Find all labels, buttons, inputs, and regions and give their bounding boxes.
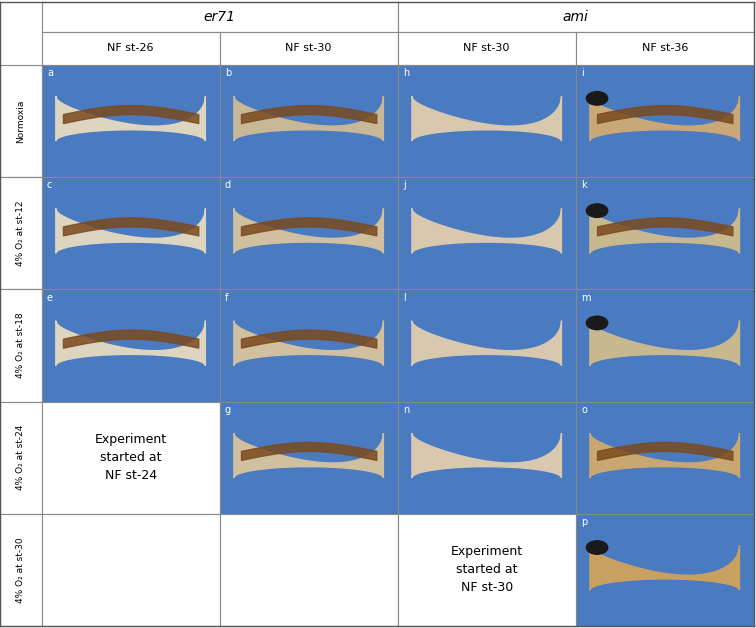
Polygon shape [412, 208, 562, 253]
Polygon shape [590, 545, 739, 590]
Text: j: j [403, 180, 406, 190]
Text: l: l [403, 293, 406, 303]
Text: NF st-30: NF st-30 [463, 43, 510, 53]
Polygon shape [234, 208, 383, 253]
Text: 4% O₂ at st-24: 4% O₂ at st-24 [17, 425, 25, 490]
Text: m: m [581, 293, 590, 303]
Text: k: k [581, 180, 587, 190]
Polygon shape [590, 321, 739, 365]
Text: n: n [403, 405, 409, 415]
Text: er71: er71 [203, 10, 236, 24]
Text: 4% O₂ at st-30: 4% O₂ at st-30 [17, 537, 25, 603]
Text: NF st-36: NF st-36 [642, 43, 688, 53]
Polygon shape [56, 96, 206, 141]
Text: o: o [581, 405, 587, 415]
Polygon shape [590, 208, 739, 253]
Circle shape [587, 204, 608, 217]
Text: g: g [225, 405, 231, 415]
Polygon shape [234, 96, 383, 141]
Text: ami: ami [562, 10, 589, 24]
Circle shape [587, 92, 608, 105]
Circle shape [587, 317, 608, 330]
Polygon shape [412, 96, 562, 141]
Polygon shape [234, 433, 383, 478]
Text: h: h [403, 68, 409, 78]
Text: Experiment
started at
NF st-24: Experiment started at NF st-24 [94, 433, 166, 482]
Text: NF st-26: NF st-26 [107, 43, 154, 53]
Text: p: p [581, 517, 587, 527]
Polygon shape [590, 96, 739, 141]
Text: Experiment
started at
NF st-30: Experiment started at NF st-30 [451, 546, 522, 595]
Text: d: d [225, 180, 231, 190]
Polygon shape [412, 321, 562, 365]
Text: 4% O₂ at st-18: 4% O₂ at st-18 [17, 313, 25, 378]
Text: a: a [47, 68, 53, 78]
Circle shape [587, 541, 608, 555]
Text: e: e [47, 293, 53, 303]
Text: c: c [47, 180, 52, 190]
Text: i: i [581, 68, 584, 78]
Polygon shape [412, 433, 562, 478]
Text: b: b [225, 68, 231, 78]
Text: Normoxia: Normoxia [17, 99, 25, 143]
Polygon shape [56, 208, 206, 253]
Polygon shape [234, 321, 383, 365]
Text: 4% O₂ at st-12: 4% O₂ at st-12 [17, 200, 25, 266]
Polygon shape [590, 433, 739, 478]
Text: f: f [225, 293, 228, 303]
Text: NF st-30: NF st-30 [286, 43, 332, 53]
Polygon shape [56, 321, 206, 365]
